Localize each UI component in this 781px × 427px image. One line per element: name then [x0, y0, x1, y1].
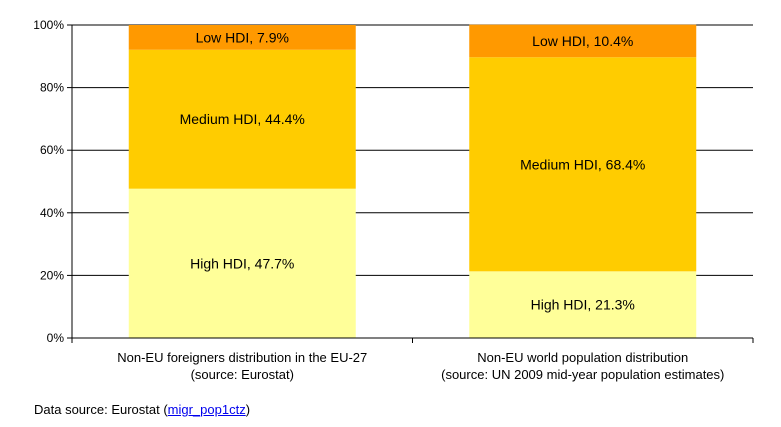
data-source-suffix: ) — [245, 402, 251, 417]
x-category-label: Non-EU foreigners distribution in the EU… — [117, 350, 367, 382]
y-tick-label: 60% — [40, 143, 64, 157]
bars — [128, 24, 697, 338]
stacked-bar-chart: 0% 20% 40% 60% 80% 100% High HDI, 47.7% Medium… — [33, 18, 754, 382]
y-tick-label: 40% — [40, 206, 64, 220]
bar-segment-high-hdi — [128, 188, 356, 338]
data-label: High HDI, 21.3% — [531, 297, 635, 313]
data-label: Low HDI, 10.4% — [532, 33, 633, 49]
y-tick-label: 0% — [47, 331, 65, 345]
y-tick-label: 20% — [40, 268, 64, 282]
data-labels: High HDI, 47.7% Medium HDI, 44.4% Low HDI,… — [180, 29, 646, 312]
x-category-label: Non-EU world population distribution (sou… — [441, 350, 724, 382]
bar-segment-high-hdi — [469, 271, 697, 338]
data-label: High HDI, 47.7% — [190, 255, 294, 271]
bar-segment-medium-hdi — [128, 49, 356, 189]
bar-segment-low-hdi — [128, 25, 356, 50]
data-source-link[interactable]: migr_pop1ctz — [167, 402, 246, 417]
y-axis-ticks: 0% 20% 40% 60% 80% 100% — [33, 18, 72, 345]
data-label: Low HDI, 7.9% — [196, 29, 289, 45]
data-label: Medium HDI, 68.4% — [520, 156, 645, 172]
data-label: Medium HDI, 44.4% — [180, 111, 305, 127]
data-source-prefix: Data source: Eurostat ( — [34, 402, 168, 417]
y-tick-label: 100% — [33, 18, 64, 32]
data-source-note: Data source: Eurostat (migr_pop1ctz) — [34, 402, 250, 417]
bar-segment-low-hdi — [469, 24, 697, 58]
y-tick-label: 80% — [40, 81, 64, 95]
x-axis-labels: Non-EU foreigners distribution in the EU… — [71, 338, 754, 382]
bar-segment-medium-hdi — [469, 57, 697, 272]
